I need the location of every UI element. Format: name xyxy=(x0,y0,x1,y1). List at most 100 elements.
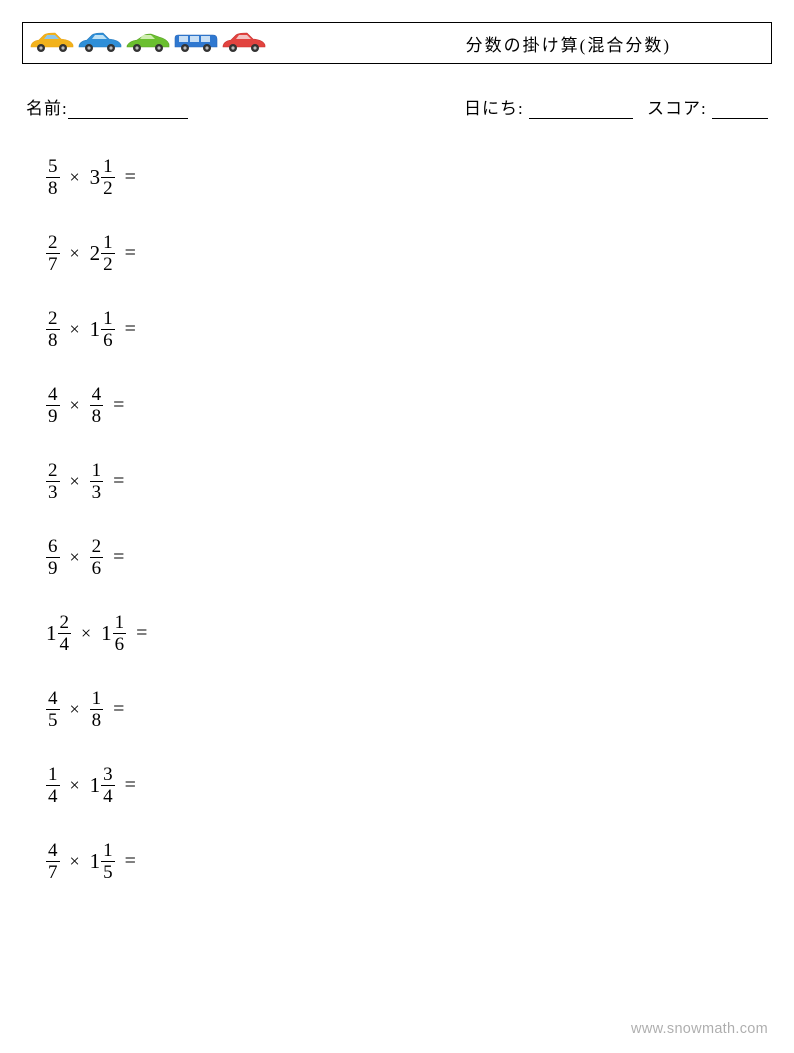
denominator: 8 xyxy=(90,709,104,730)
denominator: 9 xyxy=(46,557,60,578)
denominator: 3 xyxy=(90,481,104,502)
denominator: 8 xyxy=(90,405,104,426)
denominator: 6 xyxy=(90,557,104,578)
denominator: 8 xyxy=(46,329,60,350)
multiply-symbol: × xyxy=(66,851,84,872)
fraction: 69 xyxy=(46,537,60,578)
numerator: 2 xyxy=(46,461,60,481)
multiply-symbol: × xyxy=(66,775,84,796)
equals-symbol: = xyxy=(109,698,124,721)
multiply-symbol: × xyxy=(66,547,84,568)
date-label: 日にち: xyxy=(464,99,524,118)
numerator: 2 xyxy=(46,233,60,253)
fraction: 16 xyxy=(101,309,115,350)
multiply-symbol: × xyxy=(66,699,84,720)
numerator: 4 xyxy=(46,841,60,861)
denominator: 4 xyxy=(101,785,115,806)
numerator: 6 xyxy=(46,537,60,557)
car-icon xyxy=(77,29,123,58)
whole-number: 1 xyxy=(90,849,101,874)
fraction: 27 xyxy=(46,233,60,274)
fraction: 16 xyxy=(113,613,127,654)
denominator: 8 xyxy=(46,177,60,198)
whole-number: 3 xyxy=(90,165,101,190)
equals-symbol: = xyxy=(132,622,147,645)
fraction: 23 xyxy=(46,461,60,502)
denominator: 5 xyxy=(46,709,60,730)
numerator: 1 xyxy=(101,157,115,177)
score-blank[interactable] xyxy=(712,101,768,119)
denominator: 5 xyxy=(101,861,115,882)
equals-symbol: = xyxy=(121,242,136,265)
multiply-symbol: × xyxy=(66,167,84,188)
denominator: 6 xyxy=(113,633,127,654)
numerator: 1 xyxy=(46,765,60,785)
problem-row: 45 × 18= xyxy=(46,685,772,733)
fraction: 24 xyxy=(58,613,72,654)
equals-symbol: = xyxy=(121,850,136,873)
problem-row: 23×13= xyxy=(46,457,772,505)
numerator: 1 xyxy=(113,613,127,633)
whole-number: 1 xyxy=(101,621,112,646)
car-icon xyxy=(29,29,75,58)
car-icon xyxy=(173,29,219,58)
fraction: 47 xyxy=(46,841,60,882)
multiply-symbol: × xyxy=(66,471,84,492)
numerator: 1 xyxy=(90,461,104,481)
whole-number: 2 xyxy=(90,241,101,266)
equals-symbol: = xyxy=(109,394,124,417)
cars-row xyxy=(29,29,267,58)
problem-row: 49×48= xyxy=(46,381,772,429)
denominator: 7 xyxy=(46,861,60,882)
multiply-symbol: × xyxy=(66,395,84,416)
problem-row: 124×116= xyxy=(46,609,772,657)
numerator: 1 xyxy=(90,689,104,709)
numerator: 1 xyxy=(101,841,115,861)
fraction: 26 xyxy=(90,537,104,578)
fraction: 15 xyxy=(101,841,115,882)
equals-symbol: = xyxy=(121,166,136,189)
equals-symbol: = xyxy=(109,470,124,493)
fraction: 18 xyxy=(90,689,104,730)
numerator: 5 xyxy=(46,157,60,177)
denominator: 4 xyxy=(46,785,60,806)
equals-symbol: = xyxy=(121,318,136,341)
equals-symbol: = xyxy=(121,774,136,797)
name-blank[interactable] xyxy=(68,101,188,119)
denominator: 4 xyxy=(58,633,72,654)
denominator: 6 xyxy=(101,329,115,350)
denominator: 3 xyxy=(46,481,60,502)
fraction: 13 xyxy=(90,461,104,502)
multiply-symbol: × xyxy=(66,319,84,340)
whole-number: 1 xyxy=(90,773,101,798)
numerator: 2 xyxy=(90,537,104,557)
numerator: 4 xyxy=(46,689,60,709)
numerator: 4 xyxy=(46,385,60,405)
date-blank[interactable] xyxy=(529,101,633,119)
fraction: 12 xyxy=(101,233,115,274)
fraction: 49 xyxy=(46,385,60,426)
fraction: 28 xyxy=(46,309,60,350)
numerator: 1 xyxy=(101,233,115,253)
fraction: 58 xyxy=(46,157,60,198)
denominator: 2 xyxy=(101,253,115,274)
numerator: 1 xyxy=(101,309,115,329)
denominator: 7 xyxy=(46,253,60,274)
problem-row: 69×26= xyxy=(46,533,772,581)
car-icon xyxy=(125,29,171,58)
problem-row: 27×212= xyxy=(46,229,772,277)
problem-row: 58×312= xyxy=(46,153,772,201)
numerator: 2 xyxy=(58,613,72,633)
watermark: www.snowmath.com xyxy=(631,1021,768,1037)
numerator: 4 xyxy=(90,385,104,405)
problem-row: 28 × 116 = xyxy=(46,305,772,353)
problem-row: 14×134= xyxy=(46,761,772,809)
denominator: 9 xyxy=(46,405,60,426)
info-row: 名前: 日にち: スコア: xyxy=(22,94,772,119)
worksheet-title: 分数の掛け算(混合分数) xyxy=(466,31,761,56)
header-box: 分数の掛け算(混合分数) xyxy=(22,22,772,64)
whole-number: 1 xyxy=(46,621,57,646)
fraction: 14 xyxy=(46,765,60,806)
name-label: 名前: xyxy=(26,94,68,119)
car-icon xyxy=(221,29,267,58)
